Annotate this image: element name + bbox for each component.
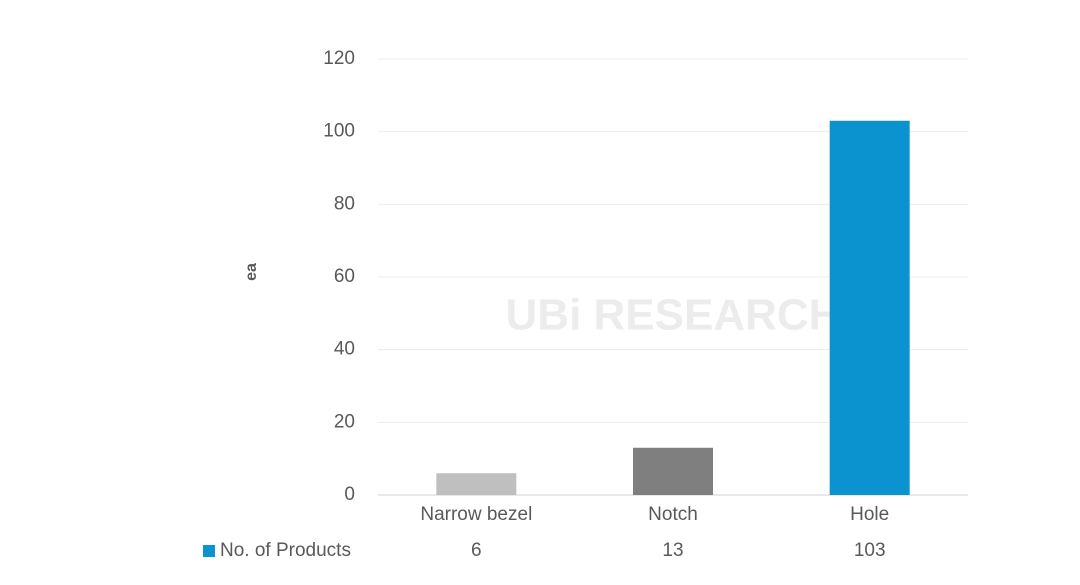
y-tick-label: 60 [334,266,355,287]
table-value: 103 [854,540,886,561]
x-tick-label: Notch [648,504,698,525]
y-tick-label: 100 [323,121,355,142]
x-tick-label: Narrow bezel [420,504,532,525]
bar [436,473,517,495]
y-tick-label: 40 [334,339,355,360]
table-value: 13 [662,540,683,561]
legend-label: No. of Products [220,540,351,561]
legend-swatch [203,545,215,557]
table-value: 6 [471,540,482,561]
y-axis-label: ea [243,263,260,281]
bar [829,120,910,496]
y-tick-label: 120 [323,48,355,69]
x-tick-label: Hole [850,504,889,525]
bar [633,447,713,495]
y-tick-label: 80 [334,193,355,214]
y-tick-label: 0 [344,484,355,505]
watermark: UBi RESEARCH [506,291,841,340]
y-tick-label: 20 [334,411,355,432]
